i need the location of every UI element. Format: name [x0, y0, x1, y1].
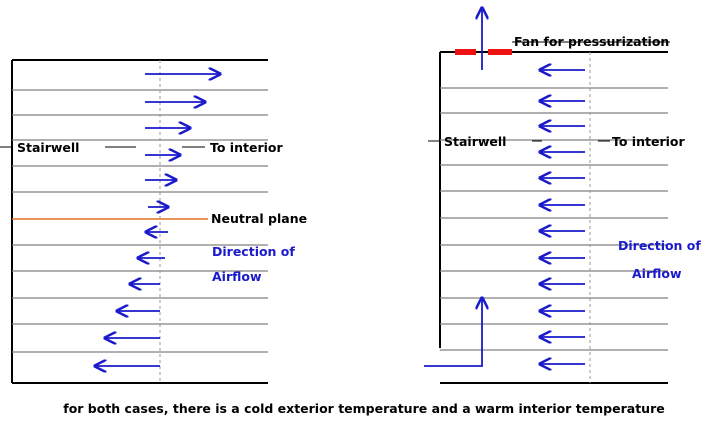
right-airflow-label-1: Direction of: [618, 238, 701, 253]
right-floor-lines: [440, 87, 668, 351]
left-floor-lines: [12, 89, 268, 353]
left-neutral-plane-label: Neutral plane: [211, 211, 307, 226]
right-stairwell-label: Stairwell: [444, 134, 506, 149]
right-building-outline: [439, 51, 668, 384]
fan-label: Fan for pressurization: [514, 34, 669, 49]
right-label-leaders: [428, 41, 670, 142]
left-stairwell-label: Stairwell: [17, 140, 79, 155]
left-arrows-outward: [145, 74, 220, 207]
supply-air-arrow: [424, 298, 482, 367]
caption: for both cases, there is a cold exterior…: [63, 401, 664, 416]
left-arrows-inward: [95, 232, 168, 366]
right-interior-label: To interior: [612, 134, 685, 149]
right-arrows-inward: [540, 70, 585, 364]
right-airflow-label-2: Airflow: [632, 266, 682, 281]
right-diagram: Fan for pressurization Stairwell To inte…: [424, 8, 701, 384]
left-airflow-label-2: Airflow: [212, 269, 262, 284]
left-building-outline: [11, 59, 268, 384]
left-airflow-label-1: Direction of: [212, 244, 295, 259]
left-interior-label: To interior: [210, 140, 283, 155]
left-diagram: Stairwell To interior Neutral plane Dire…: [0, 59, 307, 384]
